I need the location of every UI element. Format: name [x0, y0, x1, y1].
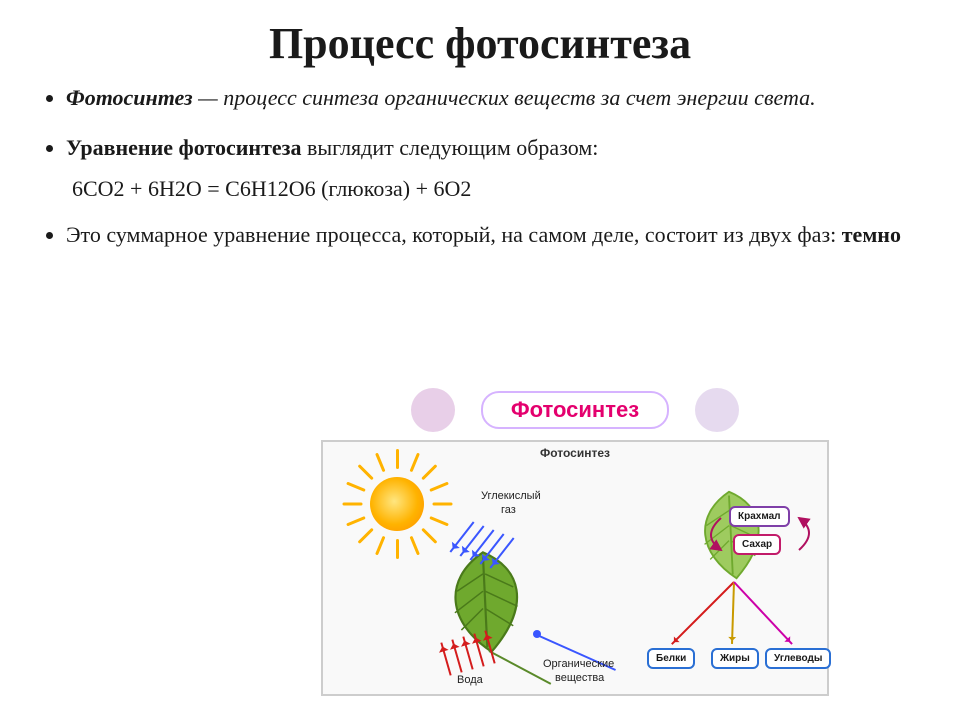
bullets-list: Фотосинтез — процесс синтеза органически…: [40, 83, 920, 162]
box-proteins: Белки: [647, 648, 695, 669]
phases-text: Это суммарное уравнение процесса, которы…: [66, 222, 842, 247]
box-carbs: Углеводы: [765, 648, 831, 669]
co2-label-1: Углекислый: [481, 490, 541, 502]
header-circle-right: [695, 388, 739, 432]
bullet-definition: Фотосинтез — процесс синтеза органически…: [66, 83, 920, 113]
organic-label-2: вещества: [555, 672, 604, 684]
diagram-header-title: Фотосинтез: [481, 391, 669, 429]
organic-label-1: Органические: [543, 658, 614, 670]
bullet-phases: Это суммарное уравнение процесса, которы…: [66, 220, 920, 250]
diagram-header: Фотосинтез: [290, 386, 860, 434]
eq-intro-rest: выглядит следующим образом:: [302, 135, 599, 160]
phases-bold: темно: [842, 222, 901, 247]
diagram-panel: Фотосинтез Углекислый газ Вода Органичес…: [321, 440, 829, 696]
bullet-equation-intro: Уравнение фотосинтеза выглядит следующим…: [66, 133, 920, 163]
box-fats: Жиры: [711, 648, 759, 669]
def-dash: —: [193, 85, 224, 110]
equation-text: 6СО2 + 6Н2О = С6Н12О6 (глюкоза) + 6О2: [40, 176, 920, 202]
term-photosynthesis: Фотосинтез: [66, 85, 193, 110]
water-label: Вода: [457, 674, 483, 686]
diagram-region: Фотосинтез Фотосинтез Углекислый газ Вод…: [290, 386, 860, 706]
term-equation: Уравнение фотосинтеза: [66, 135, 302, 160]
def-rest: процесс синтеза органических веществ за …: [223, 85, 815, 110]
bullets-list-2: Это суммарное уравнение процесса, которы…: [40, 220, 920, 250]
panel-title: Фотосинтез: [540, 446, 610, 460]
co2-label-2: газ: [501, 504, 516, 516]
header-circle-left: [411, 388, 455, 432]
page-title: Процесс фотосинтеза: [40, 18, 920, 69]
